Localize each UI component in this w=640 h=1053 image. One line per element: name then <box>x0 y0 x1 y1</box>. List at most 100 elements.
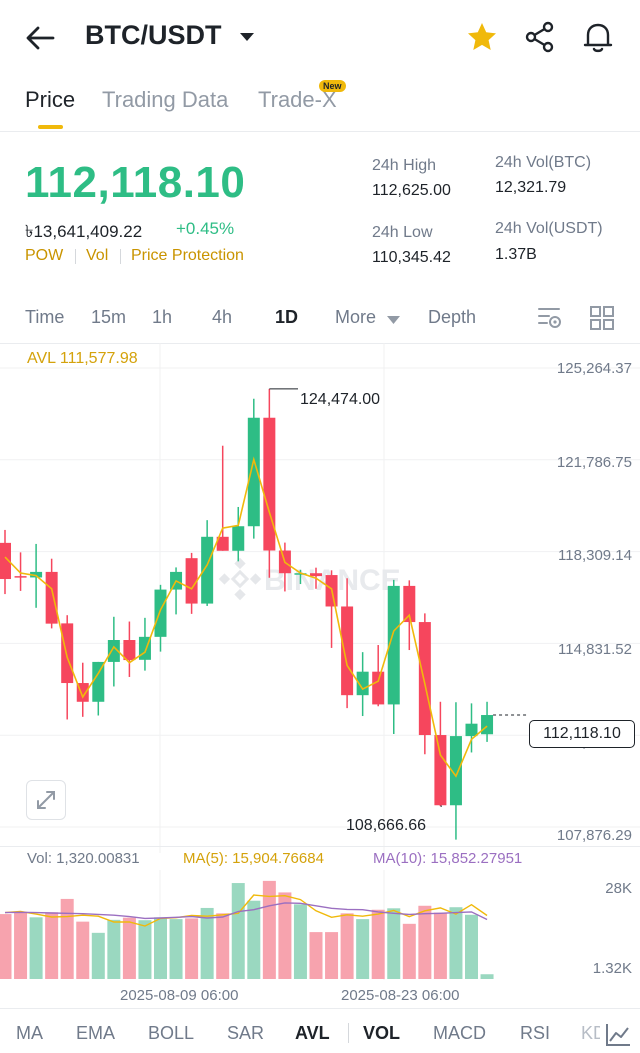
link-divider <box>75 249 76 264</box>
low-value: 110,345.42 <box>372 249 451 266</box>
share-icon[interactable] <box>524 21 556 53</box>
candle-body <box>107 640 120 662</box>
tab-price[interactable]: Price <box>25 87 76 112</box>
tf-4h[interactable]: 4h <box>212 307 233 327</box>
ma10-line <box>4 902 488 921</box>
avl-line <box>4 456 488 778</box>
volume-bar <box>231 883 245 979</box>
ind-boll[interactable]: BOLL <box>148 1023 195 1043</box>
binance-watermark: BINANCE <box>218 557 401 601</box>
vol-axis-bottom: 1.32K <box>592 960 632 977</box>
candle-body <box>14 576 27 578</box>
vol-usdt-value: 1.37B <box>495 246 537 263</box>
volume-bar <box>387 908 401 979</box>
tabs-divider <box>0 131 640 132</box>
candle-body <box>154 589 167 637</box>
volume-chart[interactable] <box>0 870 640 1005</box>
candle <box>92 661 105 716</box>
candle <box>465 703 478 753</box>
fullscreen-button[interactable] <box>26 780 66 820</box>
expand-icon <box>37 791 55 809</box>
y-tick-label: 114,831.52 <box>558 641 632 658</box>
candle-body <box>123 640 136 661</box>
candle-body <box>403 585 416 623</box>
tf-time[interactable]: Time <box>25 307 65 327</box>
ind-ema[interactable]: EMA <box>76 1023 116 1043</box>
candle-body <box>341 606 354 696</box>
volume-bar <box>91 932 105 979</box>
candle <box>449 702 462 840</box>
tf-depth[interactable]: Depth <box>428 307 477 327</box>
volume-bar <box>480 974 494 979</box>
ind-vol[interactable]: VOL <box>363 1023 401 1043</box>
candle <box>263 388 276 578</box>
low-marker-label: 108,666.66 <box>346 817 427 834</box>
more-caret-icon[interactable] <box>387 312 400 330</box>
volume-bar <box>356 919 370 979</box>
volume-bar <box>154 917 167 979</box>
volume-bar <box>45 912 59 979</box>
candle <box>154 584 167 652</box>
toolbar-divider <box>0 343 640 344</box>
back-arrow-icon[interactable] <box>24 24 56 52</box>
tf-1d[interactable]: 1D <box>275 307 299 327</box>
candlestick-chart[interactable]: BINANCE <box>0 343 640 853</box>
caret-down-icon[interactable] <box>239 31 255 43</box>
ind-ma[interactable]: MA <box>16 1023 43 1043</box>
candle <box>138 617 151 671</box>
candle-body <box>465 723 478 737</box>
volume-bar <box>200 907 214 979</box>
volume-bar <box>60 898 74 979</box>
candle-body <box>263 417 276 551</box>
tf-more[interactable]: More <box>335 307 377 327</box>
pow-link[interactable]: POW <box>25 247 64 264</box>
vol-ma5: MA(5): 15,904.76684 <box>183 850 324 867</box>
price-protection-link[interactable]: Price Protection <box>131 247 244 264</box>
candle <box>123 621 136 677</box>
ind-rsi[interactable]: RSI <box>520 1023 551 1043</box>
pair-title[interactable]: BTC/USDT <box>85 20 222 50</box>
candle-body <box>294 573 307 575</box>
volume-bar <box>29 917 43 979</box>
candle-body <box>92 661 105 702</box>
candle-body <box>61 623 74 684</box>
link-divider <box>120 249 121 264</box>
high-marker-label: 124,474.00 <box>300 391 381 408</box>
tf-15m[interactable]: 15m <box>91 307 127 327</box>
candle-body <box>45 571 58 624</box>
candle-body <box>310 573 322 577</box>
candle <box>170 567 183 615</box>
volume-bar <box>309 932 323 979</box>
bell-icon[interactable] <box>582 20 614 54</box>
volume-bar <box>278 892 292 979</box>
ind-macd[interactable]: MACD <box>433 1023 486 1043</box>
candle <box>481 701 494 742</box>
volume-bar <box>371 909 385 979</box>
volume-bar <box>14 912 28 979</box>
volume-bar <box>76 921 90 979</box>
indicator-settings-icon[interactable] <box>600 1020 640 1053</box>
ind-avl[interactable]: AVL <box>295 1023 330 1043</box>
vol-ma10: MA(10): 15,852.27951 <box>373 850 523 867</box>
star-icon[interactable] <box>466 21 498 53</box>
chart-settings-icon[interactable] <box>537 305 565 336</box>
indicator-separator <box>348 1023 349 1043</box>
date-label: 2025-08-23 06:00 <box>341 987 460 1004</box>
volume-bar <box>138 920 152 979</box>
candle-body <box>30 571 43 578</box>
volume-bar <box>340 913 354 979</box>
volume-bar <box>169 919 183 979</box>
fiat-price: ৳13,641,409.22 <box>25 222 143 241</box>
tab-trading-data[interactable]: Trading Data <box>102 87 229 112</box>
vol-value: Vol: 1,320.00831 <box>27 850 140 867</box>
layout-grid-icon[interactable] <box>589 305 615 336</box>
vol-link[interactable]: Vol <box>86 247 109 264</box>
ind-sar[interactable]: SAR <box>227 1023 265 1043</box>
candle-body <box>418 622 431 736</box>
tf-1h[interactable]: 1h <box>152 307 173 327</box>
current-price-tag: 112,118.10 <box>529 720 635 748</box>
volume-bar <box>465 914 478 979</box>
y-tick-label: 125,264.37 <box>556 360 632 377</box>
candle-body <box>247 417 260 527</box>
volume-bar <box>293 904 307 979</box>
